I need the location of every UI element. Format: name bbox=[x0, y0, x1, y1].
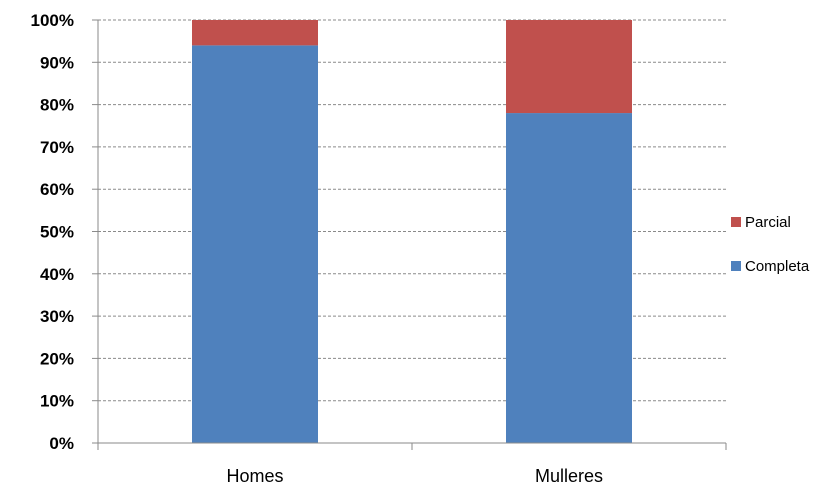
y-tick-label: 40% bbox=[40, 265, 74, 284]
y-tick-label: 50% bbox=[40, 223, 74, 242]
legend-label-completa: Completa bbox=[745, 258, 810, 275]
y-tick-label: 70% bbox=[40, 138, 74, 157]
x-tick-label: Mulleres bbox=[535, 466, 603, 486]
y-tick-label: 0% bbox=[49, 434, 74, 453]
legend-swatch-completa bbox=[731, 261, 741, 271]
bar-parcial-homes bbox=[192, 20, 318, 46]
legend-label-parcial: Parcial bbox=[745, 214, 791, 231]
tick-labels: 0% 10% 20% 30% 40% 50% 60% 70% 80% 90% 100% Homes Mu… bbox=[31, 11, 604, 486]
bars bbox=[192, 20, 632, 443]
y-tick-label: 80% bbox=[40, 96, 74, 115]
legend: Parcial Completa bbox=[731, 214, 810, 275]
y-tick-label: 90% bbox=[40, 53, 74, 72]
y-tick-label: 100% bbox=[31, 11, 74, 30]
bar-parcial-mulleres bbox=[506, 20, 632, 114]
axes bbox=[92, 19, 727, 450]
bar-completa-mulleres bbox=[506, 113, 632, 443]
y-tick-label: 30% bbox=[40, 307, 74, 326]
legend-swatch-parcial bbox=[731, 217, 741, 227]
bar-completa-homes bbox=[192, 45, 318, 443]
y-tick-label: 10% bbox=[40, 392, 74, 411]
y-tick-label: 60% bbox=[40, 180, 74, 199]
x-tick-label: Homes bbox=[226, 466, 283, 486]
y-tick-label: 20% bbox=[40, 349, 74, 368]
